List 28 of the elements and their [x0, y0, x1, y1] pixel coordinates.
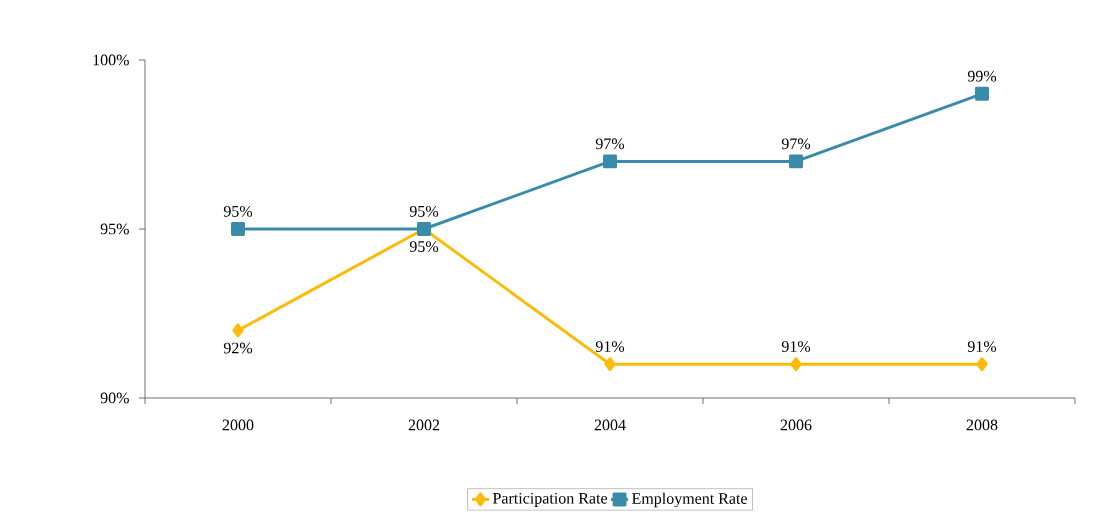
data-label: 91% [781, 341, 811, 353]
data-label: 92% [223, 342, 253, 354]
x-tick-label: 2008 [966, 419, 998, 431]
data-label: 97% [595, 138, 625, 150]
data-label: 91% [967, 341, 997, 353]
legend-label: Participation Rate [492, 492, 608, 507]
point [975, 86, 989, 101]
x-tick-label: 2004 [594, 419, 626, 431]
point [976, 357, 988, 372]
point [603, 154, 617, 169]
point [232, 323, 244, 338]
point [790, 357, 802, 372]
legend-label: Employment Rate [632, 492, 747, 508]
point [604, 357, 616, 372]
x-tick-label: 2002 [408, 419, 440, 431]
data-label: 95% [409, 241, 439, 253]
data-label: 95% [409, 205, 439, 217]
point [789, 154, 803, 169]
data-label: 99% [967, 70, 997, 82]
data-label: 95% [223, 205, 253, 217]
x-tick-label: 2006 [780, 419, 812, 431]
y-tick-label: 90% [100, 392, 129, 404]
y-tick-label: 95% [100, 223, 129, 235]
point [231, 222, 245, 236]
x-tick-label: 2000 [222, 419, 254, 431]
y-tick-label: 100% [93, 54, 129, 66]
data-label: 97% [781, 138, 811, 150]
data-label: 91% [595, 341, 625, 353]
